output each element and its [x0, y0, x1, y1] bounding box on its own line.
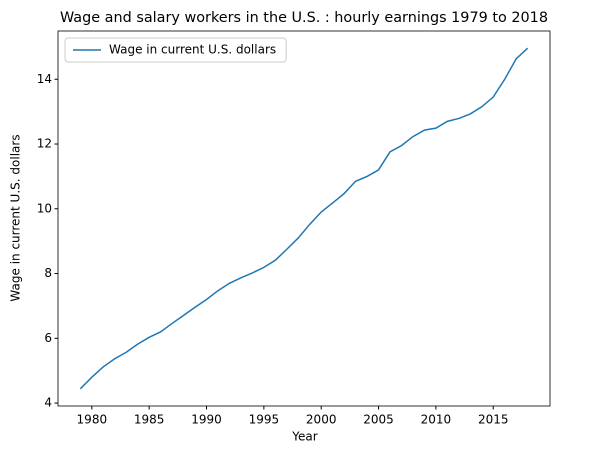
- chart-title: Wage and salary workers in the U.S. : ho…: [60, 10, 548, 26]
- x-tick-label: 2005: [363, 413, 394, 427]
- x-tick-label: 1985: [134, 413, 165, 427]
- x-tick-label: 1980: [77, 413, 108, 427]
- x-tick-label: 1990: [191, 413, 222, 427]
- y-tick-label: 14: [37, 72, 52, 86]
- plot-frame: [57, 30, 551, 407]
- x-tick-label: 2010: [421, 413, 452, 427]
- y-tick-label: 10: [37, 201, 52, 215]
- y-tick-label: 8: [44, 266, 52, 280]
- x-tick-label: 2015: [478, 413, 509, 427]
- y-tick-label: 4: [44, 396, 52, 410]
- data-line: [79, 47, 529, 390]
- x-axis-label: Year: [291, 430, 317, 444]
- x-tick-label: 1995: [249, 413, 280, 427]
- x-tick-label: 2000: [306, 413, 337, 427]
- y-axis-label: Wage in current U.S. dollars: [9, 134, 23, 301]
- legend-label: Wage in current U.S. dollars: [109, 43, 276, 57]
- legend-box: [64, 37, 287, 63]
- y-tick-label: 12: [37, 137, 52, 151]
- y-tick-label: 6: [44, 331, 52, 345]
